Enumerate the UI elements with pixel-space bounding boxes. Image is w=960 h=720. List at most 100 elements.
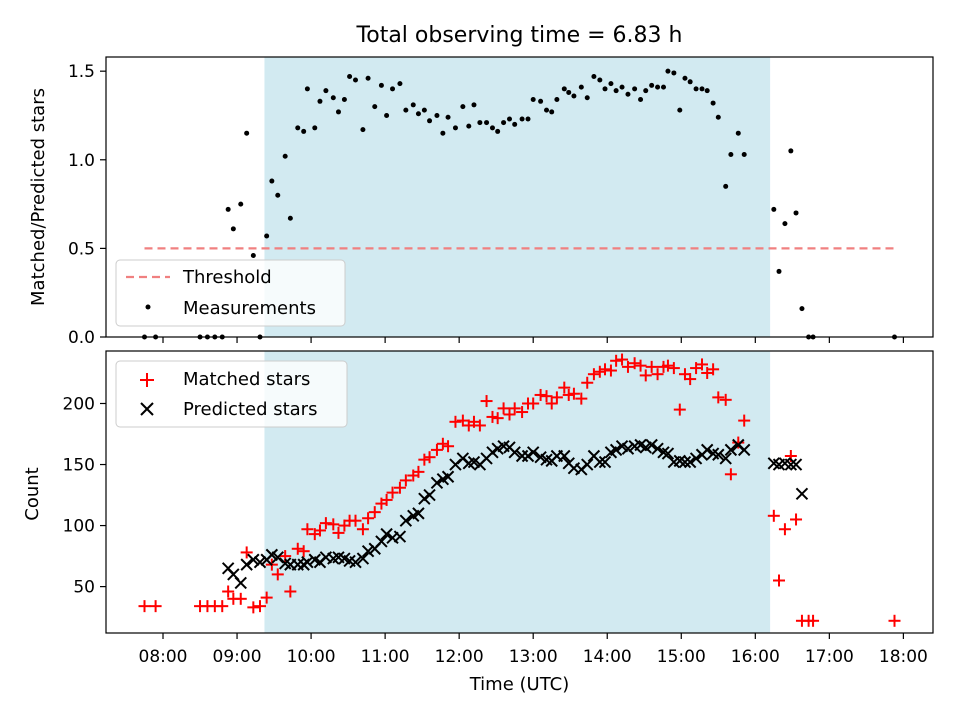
predicted-star-point xyxy=(430,476,444,490)
matched-star-point xyxy=(247,601,260,614)
measurement-point xyxy=(584,95,590,101)
measurement-point xyxy=(372,104,378,110)
measurement-point xyxy=(421,107,427,113)
matched-star-point xyxy=(581,376,594,389)
matched-star-point xyxy=(661,359,674,372)
measurement-point xyxy=(460,104,466,110)
measurement-points xyxy=(141,68,898,340)
measurement-point xyxy=(477,120,483,126)
top-panel-window xyxy=(264,57,771,337)
bottom-legend-box xyxy=(115,360,348,428)
matched-star-point xyxy=(712,391,725,404)
matched-star-point xyxy=(368,506,381,519)
bottom-y-axis: 50 100 150 200 xyxy=(63,394,106,598)
matched-star-point xyxy=(356,523,369,536)
matched-star-point xyxy=(313,524,326,537)
matched-star-point xyxy=(888,614,901,627)
matched-star-point xyxy=(773,574,786,587)
measurement-point xyxy=(643,88,649,94)
predicted-star-point xyxy=(784,458,798,471)
bottom-panel: 50 100 150 200 08:00 09:00 10:00 11:00 12:00 13:… xyxy=(22,350,934,695)
measurement-point xyxy=(799,306,805,312)
x-tick-label: 15:00 xyxy=(657,647,706,667)
matched-star-point xyxy=(558,381,571,394)
matched-star-point xyxy=(587,368,600,381)
predicted-stars-points xyxy=(221,438,809,590)
measurement-point xyxy=(335,109,341,115)
predicted-star-point xyxy=(441,470,455,483)
x-tick-label: 13:00 xyxy=(509,647,558,667)
matched-stars-points xyxy=(138,353,901,627)
matched-star-point xyxy=(575,392,588,405)
y-tick-label: 100 xyxy=(63,517,95,537)
measurement-point xyxy=(501,120,507,126)
matched-star-point xyxy=(503,408,516,421)
matched-star-point xyxy=(645,360,658,373)
measurement-point xyxy=(771,206,777,212)
predicted-star-point xyxy=(412,507,425,520)
measurement-point xyxy=(415,111,421,117)
predicted-legend-swatch xyxy=(140,402,154,416)
matched-star-point xyxy=(516,406,529,419)
matched-star-point xyxy=(491,412,504,425)
measurement-point xyxy=(301,128,307,134)
matched-star-point xyxy=(399,474,412,487)
matched-star-point xyxy=(216,600,229,613)
top-x-ticks xyxy=(162,337,904,343)
matched-star-point xyxy=(436,437,449,450)
matched-star-point xyxy=(634,359,647,372)
measurement-point xyxy=(495,128,501,134)
x-tick-label: 14:00 xyxy=(583,647,632,667)
measurement-point xyxy=(312,125,318,131)
measurement-point xyxy=(530,97,536,103)
measurement-point xyxy=(403,107,409,113)
measurement-point xyxy=(655,84,661,90)
matched-star-point xyxy=(567,387,580,400)
measurements-legend-label: Measurements xyxy=(183,298,316,319)
threshold-legend-label: Threshold xyxy=(182,267,272,288)
predicted-star-point xyxy=(399,514,413,527)
predicted-star-point xyxy=(418,492,431,505)
measurement-point xyxy=(287,215,293,221)
measurement-point xyxy=(330,95,336,101)
bottom-panel-window xyxy=(264,351,771,633)
top-legend-box xyxy=(115,259,346,327)
measurement-point xyxy=(471,102,477,108)
measurement-point xyxy=(710,100,716,106)
measurement-point xyxy=(360,127,366,133)
measurement-point xyxy=(390,86,396,92)
matched-star-point xyxy=(639,369,652,382)
matched-star-point xyxy=(604,364,617,377)
matched-star-point xyxy=(616,353,629,366)
x-axis-label: Time (UTC) xyxy=(469,674,570,695)
matched-star-point xyxy=(297,545,310,558)
measurement-point xyxy=(484,120,490,126)
matched-star-point xyxy=(562,388,575,401)
predicted-star-point xyxy=(558,449,571,463)
predicted-star-point xyxy=(789,458,803,471)
matched-star-point xyxy=(138,600,151,613)
matched-star-point xyxy=(430,443,443,456)
matched-star-point xyxy=(349,514,362,527)
measurement-point xyxy=(793,210,799,216)
matched-star-point xyxy=(545,397,558,410)
predicted-star-point xyxy=(361,545,375,558)
matched-star-point xyxy=(271,568,284,581)
predicted-star-point xyxy=(486,446,499,459)
matched-star-point xyxy=(362,512,375,525)
matched-star-point xyxy=(651,368,664,381)
matched-star-point xyxy=(807,614,820,627)
measurement-point xyxy=(549,109,555,115)
measurement-point xyxy=(682,75,688,81)
top-y-axis: 0.0 0.5 1.0 1.5 xyxy=(68,62,106,348)
measurement-point xyxy=(704,88,710,94)
measurement-point xyxy=(735,130,741,136)
x-tick-label: 18:00 xyxy=(879,647,928,667)
measurement-point xyxy=(507,116,513,122)
measurement-point xyxy=(347,73,353,79)
measurement-point xyxy=(538,98,544,104)
predicted-star-point xyxy=(621,442,635,455)
predicted-star-point xyxy=(683,455,697,469)
top-y-axis-label: Matched/Predicted stars xyxy=(28,88,49,306)
